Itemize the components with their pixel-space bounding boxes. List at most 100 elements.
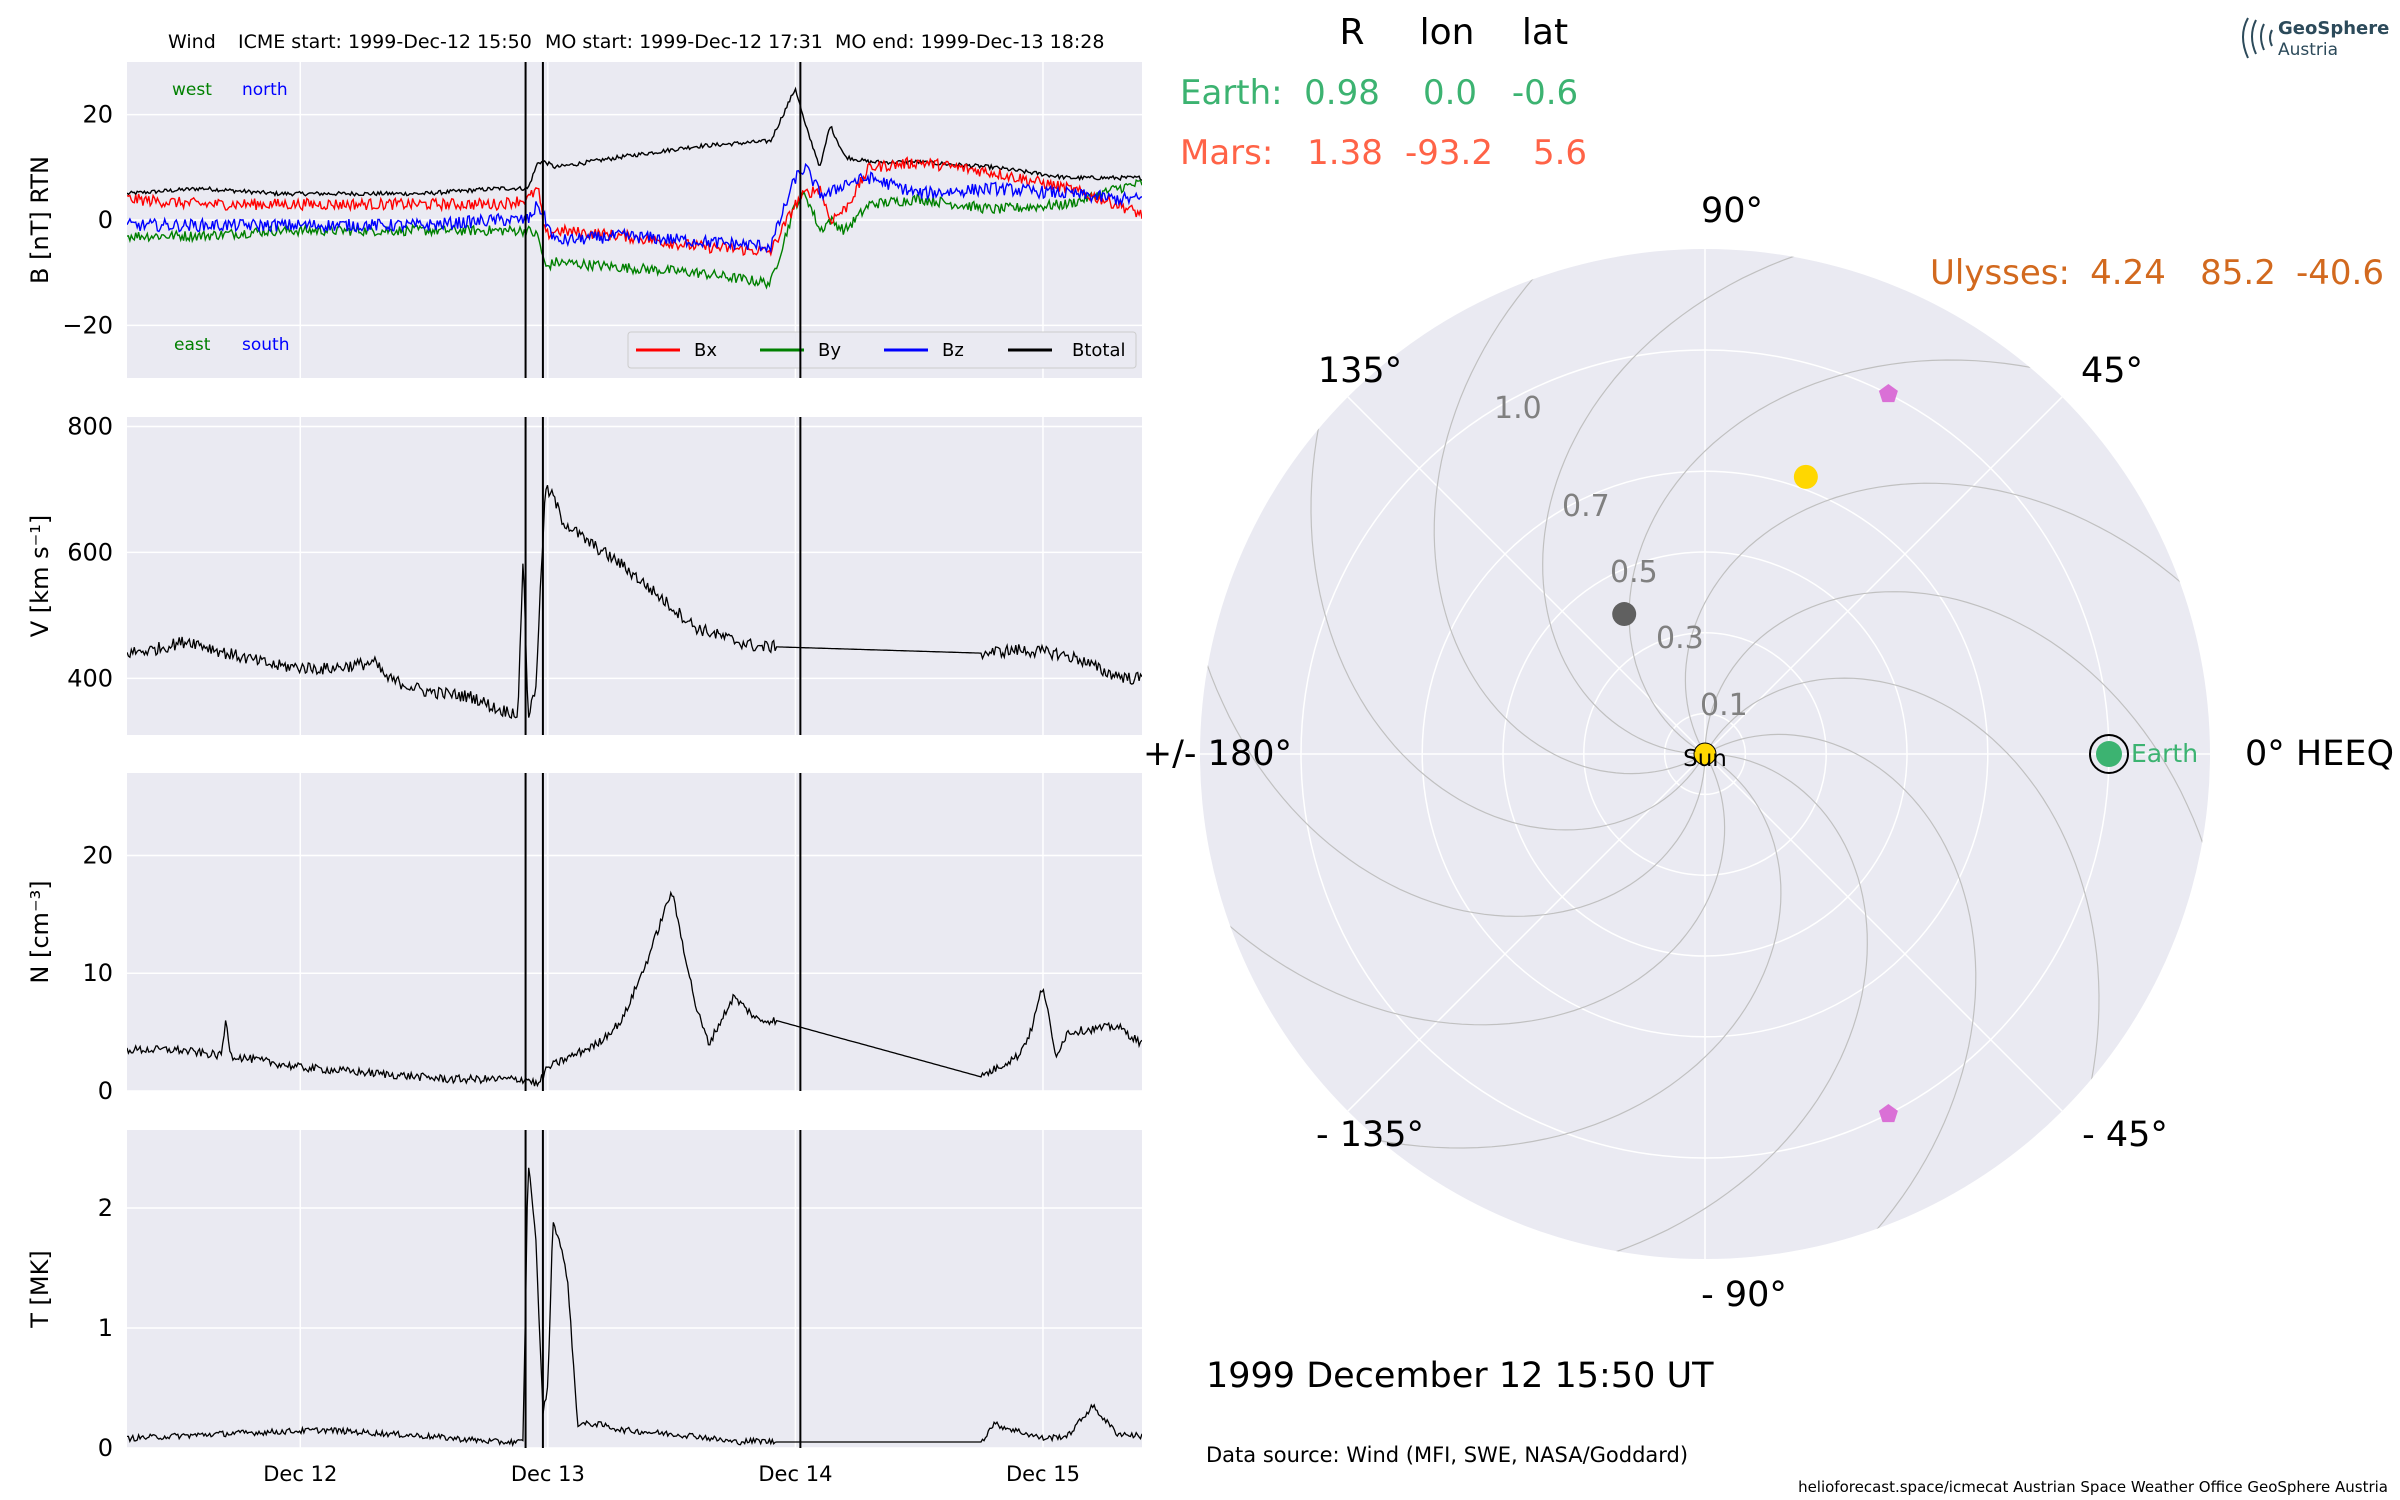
mars-row-lon: -93.2 — [1405, 133, 1493, 173]
probe-north-marker — [1878, 384, 1898, 403]
angle-grid-line — [1704, 753, 2063, 1112]
y-tick-label: 20 — [82, 841, 113, 869]
logo-text-austria: Austria — [2278, 40, 2338, 60]
table-header-lon: lon — [1420, 12, 1475, 53]
parker-spiral-line — [1310, 249, 1706, 831]
parker-spiral-line — [1704, 591, 2210, 1058]
parker-spiral-line — [1200, 753, 1782, 1149]
panel-background — [127, 1130, 1142, 1448]
legend-box — [627, 331, 1137, 369]
parker-spiral-line — [1542, 249, 2009, 755]
table-header-r: R — [1339, 12, 1364, 53]
parker-spiral-line — [1628, 359, 2210, 755]
radial-tick-label: 0.1 — [1700, 688, 1748, 723]
radial-tick-label: 1.0 — [1494, 391, 1542, 426]
earth-marker — [2096, 741, 2122, 767]
parker-spiral-line — [1704, 733, 1977, 1259]
panel-temperature: 0 1 2 T [MK] — [26, 1130, 1142, 1462]
parker-spirals — [1200, 249, 2210, 1259]
ulysses-row: Ulysses: 4.24 85.2 -40.6 — [1930, 253, 2384, 293]
y-axis-label: N [cm⁻³] — [26, 880, 54, 983]
earth-row: Earth: 0.98 0.0 -0.6 — [1180, 73, 1578, 113]
parker-spiral-line — [1433, 249, 1706, 775]
body-markers: Earth Sun — [1612, 384, 2198, 1123]
angle-label: 135° — [1318, 351, 1402, 391]
mars-row-r: 1.38 — [1307, 133, 1383, 173]
y-tick-label: 1 — [98, 1314, 113, 1342]
position-table: R lon lat Earth: 0.98 0.0 -0.6 Mars: 1.3… — [1180, 12, 2384, 293]
angle-label: +/- 180° — [1143, 734, 1292, 774]
series-line-btotal — [127, 86, 1142, 198]
angle-label: - 135° — [1316, 1115, 1424, 1155]
legend: Bx By Bz Btotal — [627, 331, 1137, 369]
angle-label: 0° HEEQ — [2245, 734, 2394, 774]
y-tick-label: 800 — [67, 412, 113, 440]
angle-grid-line — [1347, 753, 1706, 1112]
earth-row-lon: 0.0 — [1423, 73, 1477, 113]
annotation-east: east — [174, 335, 211, 355]
x-tick-label: Dec 13 — [511, 1462, 585, 1486]
geosphere-logo: GeoSphere Austria — [2242, 17, 2389, 60]
earth-row-r: 0.98 — [1304, 73, 1380, 113]
earth-marker-label: Earth — [2131, 739, 2198, 768]
data-source-label: Data source: Wind (MFI, SWE, NASA/Goddar… — [1206, 1443, 1688, 1467]
x-tick-label: Dec 12 — [263, 1462, 337, 1486]
y-tick-label: 10 — [82, 959, 113, 987]
sun-marker-label: Sun — [1683, 746, 1727, 772]
series-line-by — [127, 178, 1142, 290]
ulysses-row-lat: -40.6 — [2296, 253, 2384, 293]
y-axis-label: T [MK] — [26, 1250, 54, 1328]
y-tick-label: 600 — [67, 538, 113, 566]
earth-ring — [2089, 734, 2129, 774]
logo-icon — [2242, 17, 2273, 59]
legend-label-bz: Bz — [942, 340, 964, 361]
spacecraft-label: Wind — [168, 31, 216, 53]
annotation-north: north — [242, 80, 288, 100]
y-tick-label: −20 — [62, 311, 113, 339]
series-line-bz — [127, 162, 1142, 254]
polar-plot: 0.1 0.3 0.50.7 1.0 90° 45° 0° HEEQ - 45° - 90° - … — [1143, 191, 2394, 1315]
data-lines — [127, 484, 1142, 720]
annotation-south: south — [242, 335, 289, 355]
ulysses-row-r: 4.24 — [2090, 253, 2166, 293]
y-tick-label: 400 — [67, 664, 113, 692]
earth-row-name: Earth: — [1180, 73, 1283, 113]
y-tick-label: 20 — [82, 101, 113, 129]
legend-label-btotal: Btotal — [1072, 340, 1126, 361]
mo-end-label: MO end: 1999-Dec-13 18:28 — [835, 31, 1104, 53]
y-tick-label: 0 — [98, 1077, 113, 1105]
angle-label: - 90° — [1701, 1275, 1787, 1315]
logo-text-geosphere: GeoSphere — [2278, 18, 2389, 39]
panel-background — [127, 417, 1142, 735]
earth-row-lat: -0.6 — [1512, 73, 1578, 113]
data-lines — [127, 86, 1142, 290]
angle-label: 90° — [1701, 191, 1763, 231]
series-line-speed — [127, 484, 1142, 720]
table-header-lat: lat — [1522, 12, 1568, 53]
time-axis: Dec 12 Dec 13 Dec 14 Dec 15 — [263, 1462, 1080, 1486]
mars-row-name: Mars: — [1180, 133, 1273, 173]
panel-density: 0 10 20 N [cm⁻³] — [26, 773, 1142, 1105]
y-tick-label: 2 — [98, 1194, 113, 1222]
y-tick-label: 0 — [98, 1434, 113, 1462]
parker-spiral-line — [1704, 677, 2100, 1259]
series-line-density — [127, 890, 1142, 1088]
legend-label-bx: Bx — [694, 340, 717, 361]
radial-tick-label: 0.5 — [1610, 555, 1658, 590]
yellow-planet-marker — [1793, 464, 1818, 489]
parker-spiral-line — [1401, 753, 1868, 1259]
y-axis-label: V [km s⁻¹] — [26, 515, 54, 637]
mo-start-label: MO start: 1999-Dec-12 17:31 — [545, 31, 823, 53]
panel-background — [127, 773, 1142, 1091]
parker-spiral-line — [1200, 450, 1706, 917]
credit-label: helioforecast.space/icmecat Austrian Spa… — [1798, 1478, 2388, 1496]
angle-label: - 45° — [2082, 1115, 2168, 1155]
parker-spiral-line — [1684, 482, 2210, 755]
mars-row: Mars: 1.38 -93.2 5.6 — [1180, 133, 1587, 173]
radial-tick-label: 0.3 — [1656, 621, 1704, 656]
series-line-temperature — [127, 1167, 1142, 1448]
grey-planet-marker — [1612, 602, 1637, 627]
date-label: 1999 December 12 15:50 UT — [1206, 1356, 1714, 1396]
